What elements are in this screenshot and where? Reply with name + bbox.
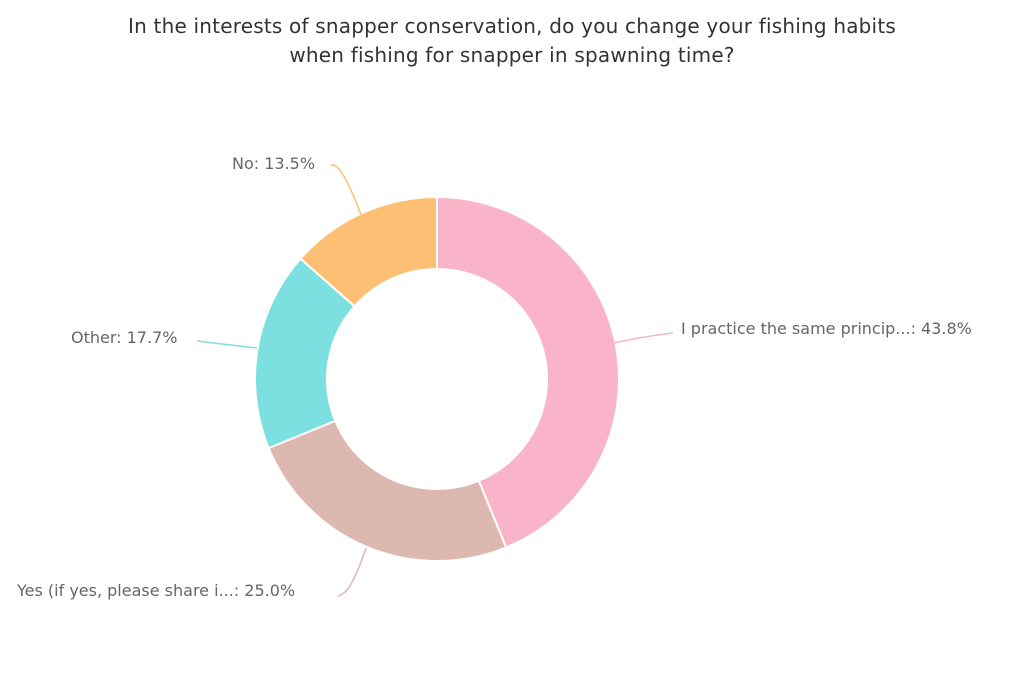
chart-title: In the interests of snapper conservation… — [0, 12, 1024, 70]
data-label-other: Other: 17.7% — [71, 328, 177, 347]
connector-line-i-practice — [613, 332, 674, 344]
data-label-yes: Yes (if yes, please share i...: 25.0% — [16, 581, 295, 600]
connector-line-other — [196, 340, 258, 349]
donut-slice-i-practice[interactable] — [436, 196, 620, 549]
connector-line-yes — [337, 547, 367, 597]
connector-line-no — [330, 164, 362, 216]
data-label-no: No: 13.5% — [232, 154, 315, 173]
donut-slice-other[interactable] — [254, 257, 356, 450]
donut-slices — [254, 196, 620, 562]
data-label-i-practice: I practice the same princip...: 43.8% — [681, 319, 972, 338]
chart-title-line-1: In the interests of snapper conservation… — [128, 14, 896, 38]
donut-slice-yes[interactable] — [267, 419, 508, 562]
chart-title-line-2: when fishing for snapper in spawning tim… — [289, 43, 735, 67]
donut-slice-no[interactable] — [299, 196, 438, 308]
